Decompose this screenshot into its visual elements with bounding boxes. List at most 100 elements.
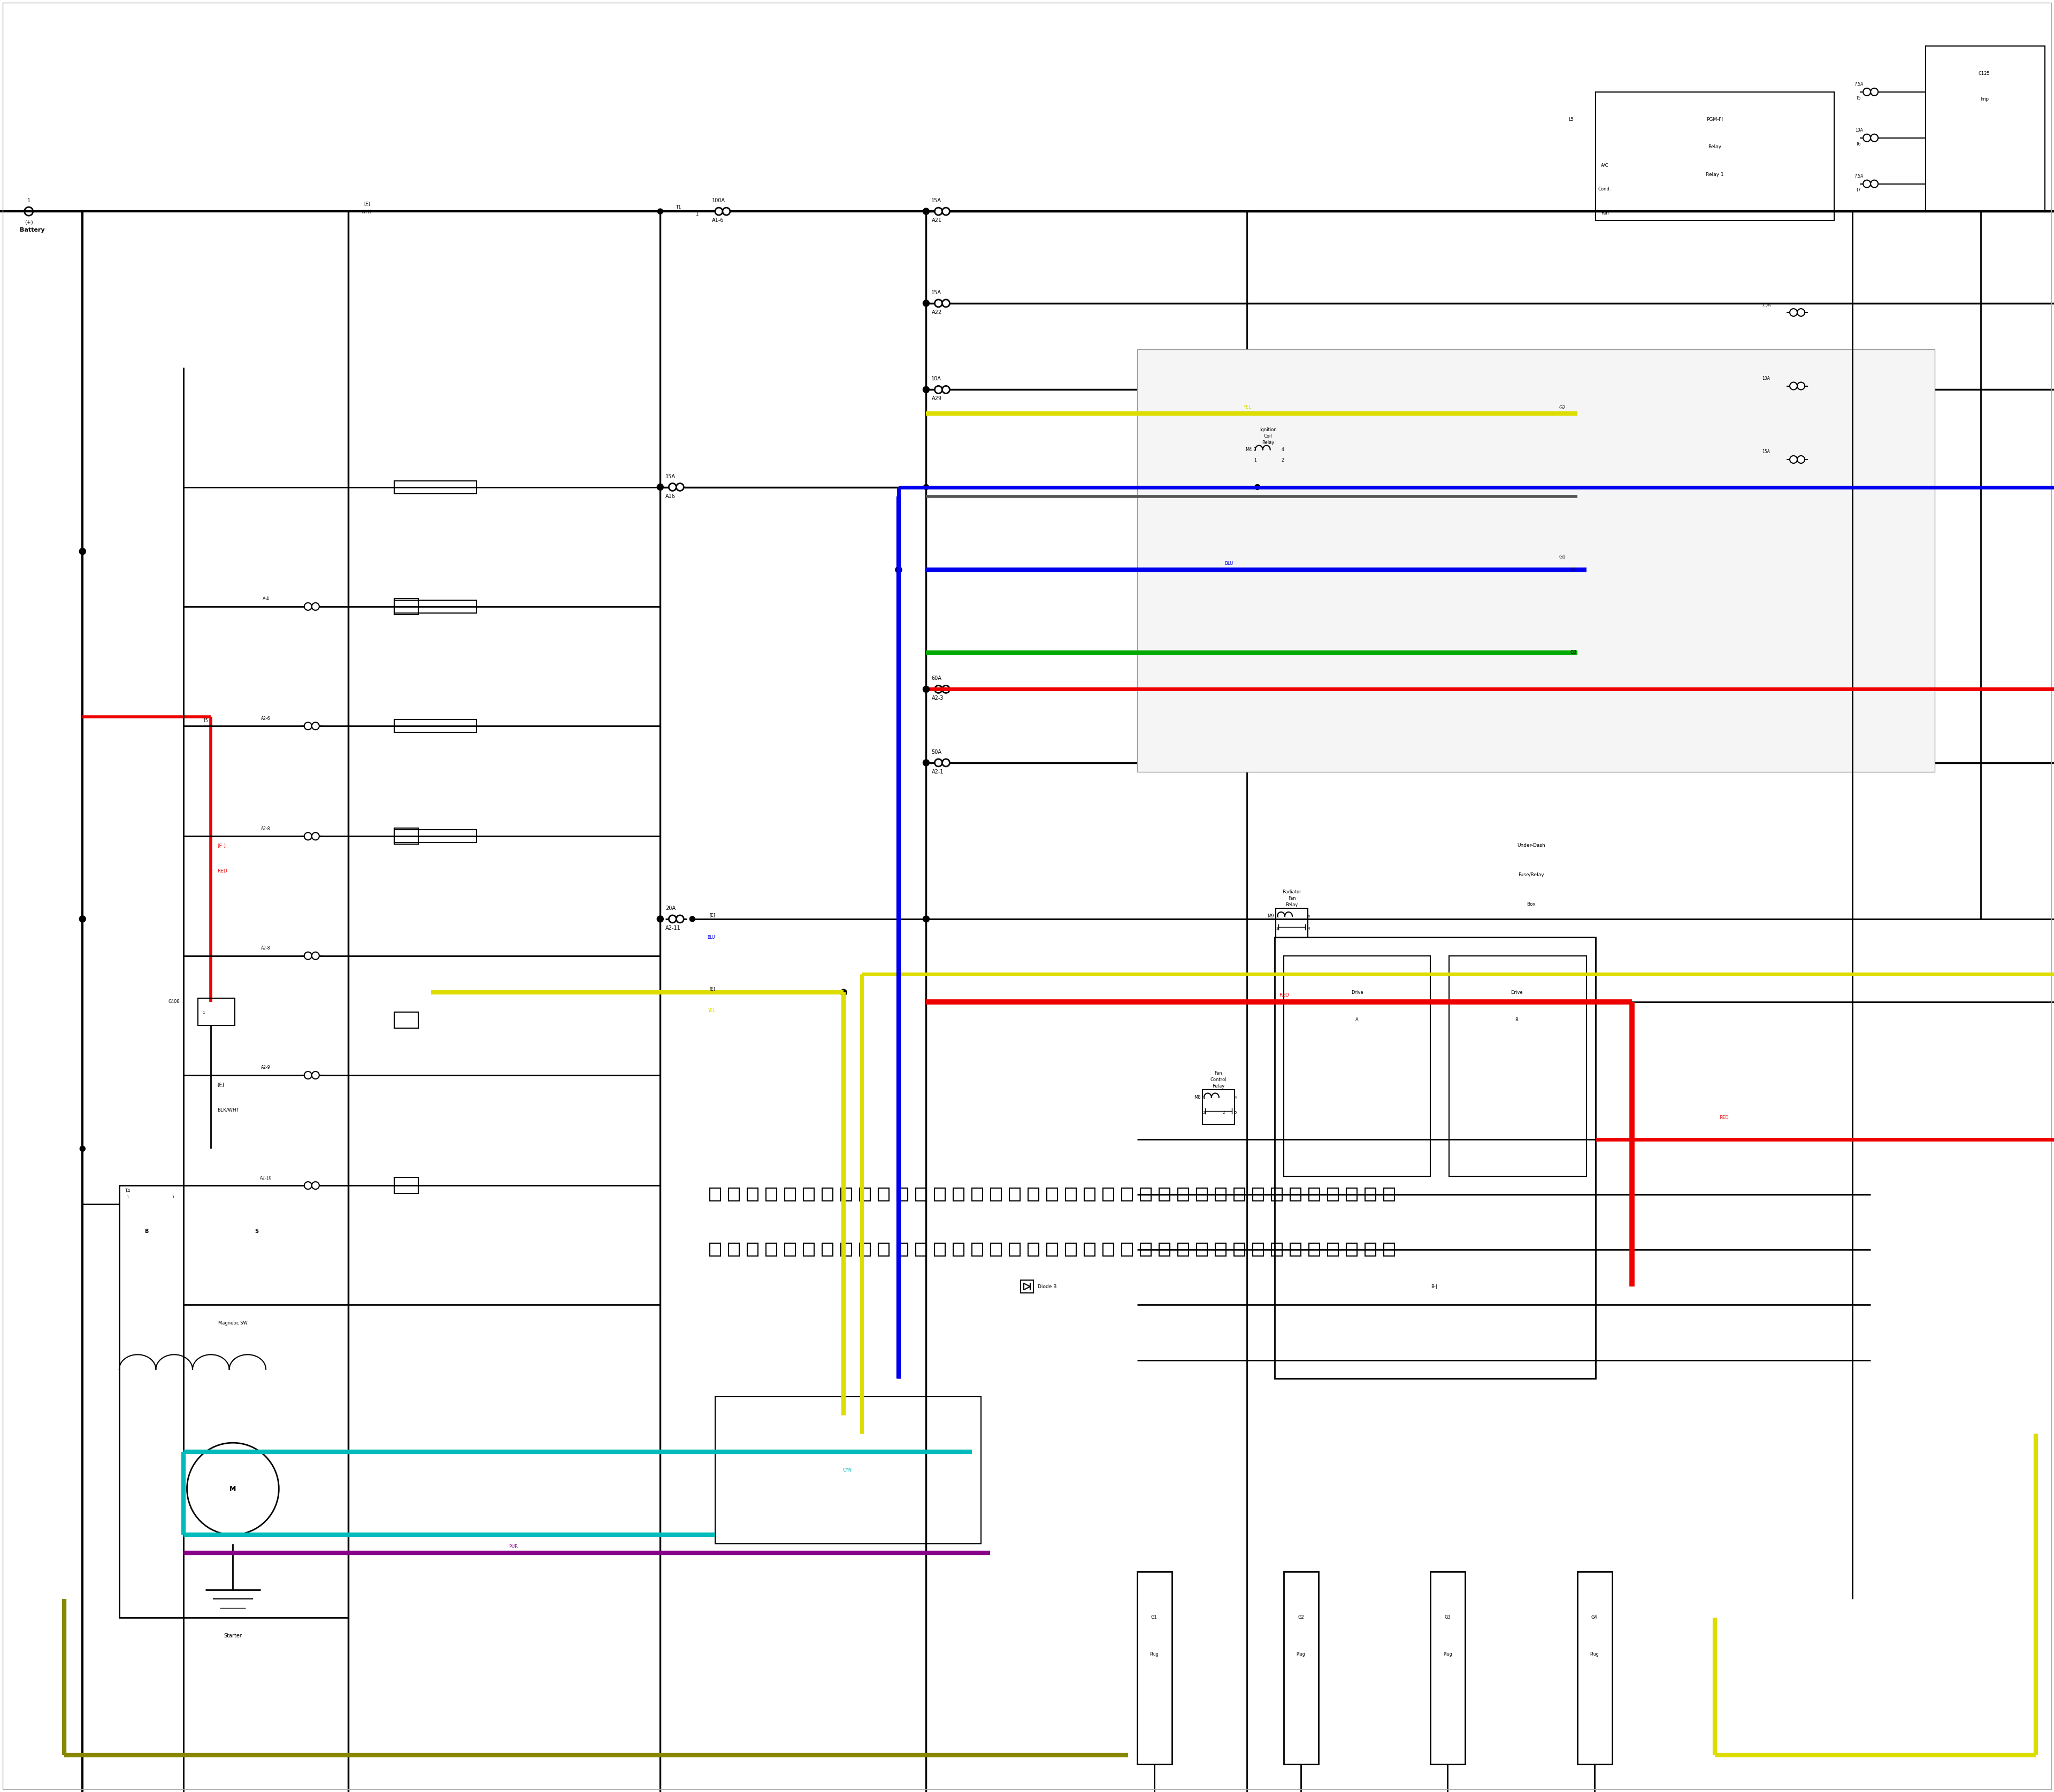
Text: A/C: A/C: [1600, 163, 1608, 168]
Text: B-J: B-J: [1432, 1285, 1438, 1288]
Circle shape: [922, 208, 928, 215]
Bar: [1271, 1188, 1282, 1201]
Bar: [1290, 1188, 1300, 1201]
Circle shape: [657, 208, 663, 213]
Circle shape: [943, 208, 949, 215]
Circle shape: [924, 686, 928, 692]
Bar: [822, 1244, 832, 1256]
Text: Fuse/Relay: Fuse/Relay: [1518, 873, 1545, 878]
Text: 4: 4: [1308, 926, 1310, 930]
Text: Plug: Plug: [1296, 1652, 1304, 1656]
Circle shape: [657, 916, 663, 921]
Bar: [1384, 1244, 1395, 1256]
Bar: [935, 1244, 945, 1256]
Bar: [748, 1188, 758, 1201]
Bar: [1177, 1244, 1189, 1256]
Bar: [803, 1244, 813, 1256]
Bar: [1177, 1188, 1189, 1201]
Bar: [1308, 1188, 1319, 1201]
Circle shape: [1789, 382, 1797, 389]
Text: BLU: BLU: [1224, 561, 1232, 566]
Text: A1-6: A1-6: [713, 219, 723, 224]
Circle shape: [690, 916, 694, 921]
Bar: [394, 830, 477, 842]
Text: 100A: 100A: [713, 197, 725, 202]
Circle shape: [840, 989, 846, 996]
Text: Diode B: Diode B: [1037, 1285, 1056, 1288]
Bar: [1234, 1244, 1245, 1256]
Circle shape: [840, 989, 846, 996]
Circle shape: [943, 686, 949, 694]
Text: RED: RED: [1719, 1115, 1729, 1120]
Circle shape: [935, 299, 943, 306]
Text: Under-Dash: Under-Dash: [1518, 842, 1545, 848]
Text: 50A: 50A: [930, 749, 941, 754]
Circle shape: [670, 484, 676, 491]
Bar: [785, 1244, 795, 1256]
Circle shape: [312, 1072, 318, 1079]
Bar: [1048, 1244, 1058, 1256]
Bar: [729, 1244, 739, 1256]
Bar: [898, 1244, 908, 1256]
Text: A: A: [1356, 1018, 1358, 1023]
Text: A-4: A-4: [263, 597, 269, 602]
Circle shape: [1797, 382, 1805, 389]
Circle shape: [1871, 134, 1877, 142]
Text: 15: 15: [203, 719, 207, 724]
Text: 15A: 15A: [930, 290, 941, 296]
Text: 2: 2: [1204, 1111, 1206, 1115]
Bar: [1197, 1244, 1208, 1256]
Text: A2-3: A2-3: [930, 695, 943, 701]
Bar: [990, 1244, 1002, 1256]
Bar: [1366, 1188, 1376, 1201]
Text: Ignition: Ignition: [1259, 428, 1278, 432]
Bar: [1271, 1244, 1282, 1256]
Text: Fan: Fan: [1214, 1072, 1222, 1075]
Circle shape: [1863, 134, 1871, 142]
Text: WHT: WHT: [362, 210, 372, 215]
Text: G1: G1: [1571, 568, 1577, 572]
Circle shape: [1789, 308, 1797, 315]
Bar: [1021, 1279, 1033, 1294]
Text: Relay: Relay: [1212, 1084, 1224, 1088]
Bar: [1158, 1244, 1171, 1256]
Text: 10A: 10A: [930, 376, 941, 382]
Circle shape: [1797, 455, 1805, 462]
Bar: [1308, 1244, 1319, 1256]
Text: Plug: Plug: [1444, 1652, 1452, 1656]
Circle shape: [312, 833, 318, 840]
Text: Cond.: Cond.: [1598, 186, 1610, 192]
Bar: [972, 1188, 982, 1201]
Bar: [1290, 1244, 1300, 1256]
Text: G4: G4: [1592, 1615, 1598, 1620]
Circle shape: [896, 566, 902, 573]
Circle shape: [924, 301, 928, 306]
Text: A2-8: A2-8: [261, 826, 271, 831]
Circle shape: [1871, 88, 1877, 95]
Bar: [916, 1244, 926, 1256]
Text: A2-6: A2-6: [261, 717, 271, 720]
Circle shape: [922, 916, 928, 923]
Circle shape: [943, 760, 949, 767]
Text: 1: 1: [1204, 1097, 1206, 1098]
Text: 5: 5: [1234, 1111, 1237, 1115]
Text: 15A: 15A: [1762, 450, 1771, 455]
Text: [E]: [E]: [709, 912, 715, 918]
Bar: [1234, 1188, 1245, 1201]
Bar: [1345, 1244, 1358, 1256]
Text: 10A: 10A: [1762, 376, 1771, 382]
Circle shape: [657, 484, 663, 491]
Text: [E]: [E]: [709, 986, 715, 991]
Text: A2-1: A2-1: [930, 769, 943, 774]
Bar: [766, 1244, 776, 1256]
Text: T7: T7: [1857, 188, 1861, 192]
Circle shape: [304, 952, 312, 959]
Text: [E-]: [E-]: [218, 842, 226, 848]
Text: 15A: 15A: [930, 197, 941, 202]
Bar: [1009, 1188, 1021, 1201]
Text: RED: RED: [218, 869, 228, 873]
Bar: [1345, 1188, 1358, 1201]
Bar: [394, 599, 419, 615]
Circle shape: [304, 722, 312, 729]
Circle shape: [80, 1147, 84, 1152]
